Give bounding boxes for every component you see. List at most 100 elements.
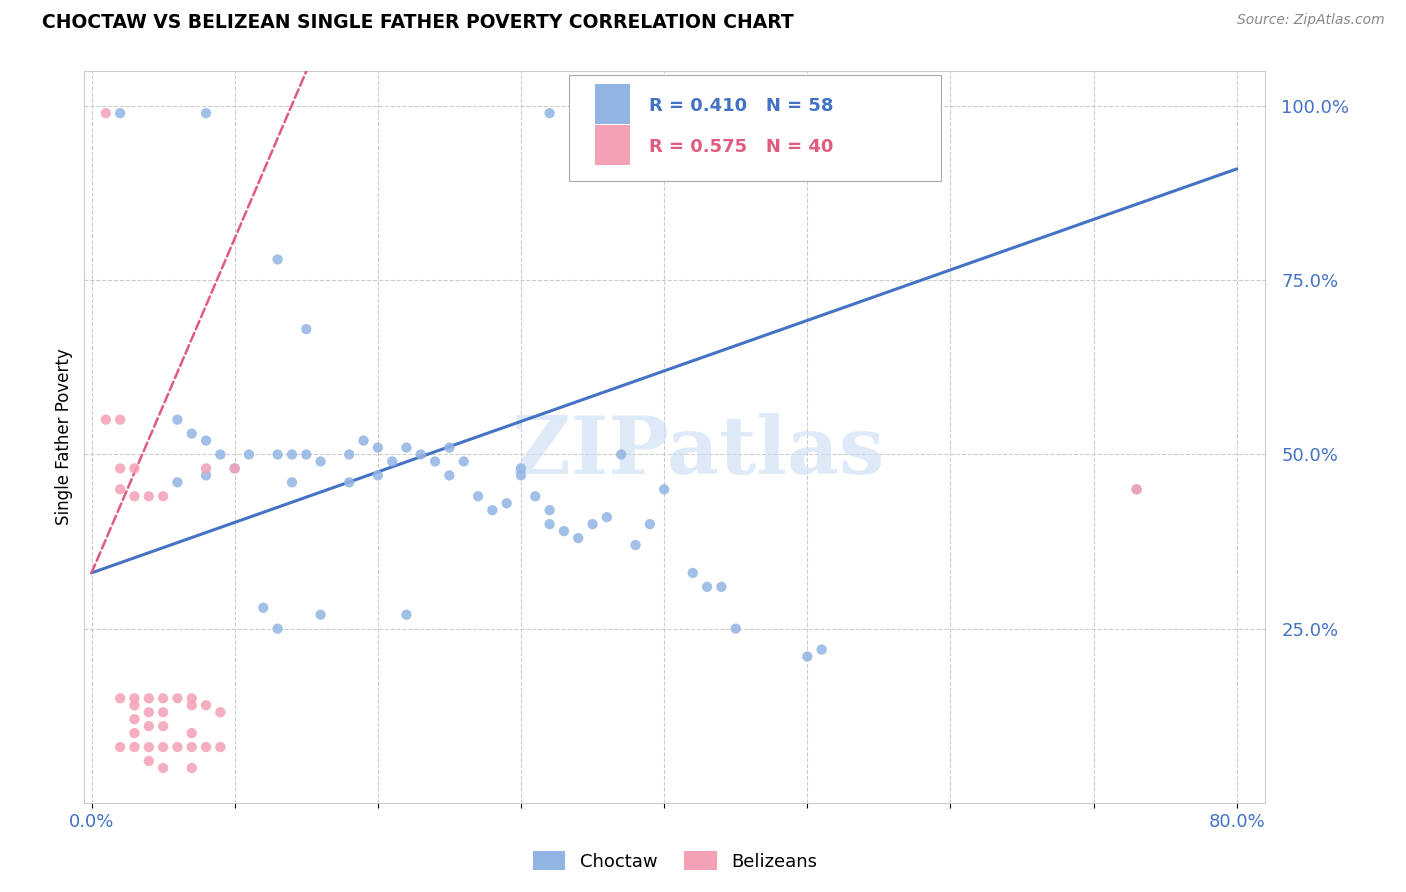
Point <box>266 252 288 267</box>
Point <box>1125 483 1147 497</box>
Point <box>195 106 218 120</box>
Point <box>423 454 446 468</box>
Point <box>108 461 131 475</box>
Point <box>108 483 131 497</box>
Point <box>495 496 517 510</box>
Point <box>195 740 218 755</box>
Point <box>610 106 633 120</box>
Point <box>124 726 146 740</box>
Point <box>195 468 218 483</box>
Point <box>138 489 160 503</box>
Point <box>481 503 503 517</box>
Point <box>124 489 146 503</box>
Point <box>108 691 131 706</box>
Point <box>124 712 146 726</box>
Point <box>353 434 375 448</box>
Point <box>195 434 218 448</box>
Point <box>94 106 117 120</box>
Point <box>281 475 304 490</box>
Point <box>152 489 174 503</box>
Point <box>453 454 475 468</box>
Point <box>266 448 288 462</box>
Point <box>610 448 633 462</box>
Point <box>710 580 733 594</box>
Point <box>152 705 174 719</box>
Point <box>209 740 232 755</box>
Point <box>138 705 160 719</box>
Point <box>1125 483 1147 497</box>
Text: R = 0.575   N = 40: R = 0.575 N = 40 <box>650 137 834 156</box>
Point <box>166 691 188 706</box>
Point <box>538 503 561 517</box>
Point <box>152 719 174 733</box>
Point <box>367 441 389 455</box>
Point <box>295 322 318 336</box>
Point <box>180 698 202 713</box>
Point <box>395 607 418 622</box>
Point <box>624 538 647 552</box>
Point <box>439 441 461 455</box>
Point <box>409 448 432 462</box>
Point <box>553 524 575 538</box>
Point <box>166 412 188 426</box>
Point <box>108 740 131 755</box>
Point <box>152 740 174 755</box>
Point <box>538 517 561 532</box>
Point <box>395 441 418 455</box>
Point <box>195 461 218 475</box>
Point <box>180 740 202 755</box>
Point <box>281 448 304 462</box>
Point <box>724 622 747 636</box>
Point <box>124 740 146 755</box>
Text: Source: ZipAtlas.com: Source: ZipAtlas.com <box>1237 13 1385 28</box>
Text: R = 0.410   N = 58: R = 0.410 N = 58 <box>650 96 834 115</box>
Point <box>538 106 561 120</box>
Point <box>524 489 547 503</box>
Point <box>266 622 288 636</box>
Point <box>180 426 202 441</box>
Legend: Choctaw, Belizeans: Choctaw, Belizeans <box>526 844 824 878</box>
Point <box>682 566 704 580</box>
Point <box>138 691 160 706</box>
Point <box>238 448 260 462</box>
Point <box>166 740 188 755</box>
Point <box>581 517 603 532</box>
Point <box>596 510 619 524</box>
Point <box>195 698 218 713</box>
Point <box>94 412 117 426</box>
Point <box>337 475 360 490</box>
Point <box>108 412 131 426</box>
Point <box>309 454 332 468</box>
Point <box>810 642 832 657</box>
Point <box>796 649 818 664</box>
Point <box>224 461 246 475</box>
Point <box>309 607 332 622</box>
Point <box>467 489 489 503</box>
Point <box>138 719 160 733</box>
Point <box>108 106 131 120</box>
Point <box>567 531 589 545</box>
Point <box>124 461 146 475</box>
Point <box>152 761 174 775</box>
Point <box>124 698 146 713</box>
Point <box>439 468 461 483</box>
Point <box>510 468 533 483</box>
Point <box>652 483 675 497</box>
Point <box>295 448 318 462</box>
FancyBboxPatch shape <box>595 125 630 165</box>
Point <box>138 740 160 755</box>
Point <box>638 517 661 532</box>
Point <box>209 448 232 462</box>
Point <box>367 468 389 483</box>
Point <box>381 454 404 468</box>
Point <box>224 461 246 475</box>
Point <box>180 691 202 706</box>
Text: ZIPatlas: ZIPatlas <box>512 413 884 491</box>
Point <box>124 691 146 706</box>
Text: CHOCTAW VS BELIZEAN SINGLE FATHER POVERTY CORRELATION CHART: CHOCTAW VS BELIZEAN SINGLE FATHER POVERT… <box>42 13 794 32</box>
Point <box>209 705 232 719</box>
Point <box>180 726 202 740</box>
Point <box>337 448 360 462</box>
Point <box>152 691 174 706</box>
Point <box>138 754 160 768</box>
